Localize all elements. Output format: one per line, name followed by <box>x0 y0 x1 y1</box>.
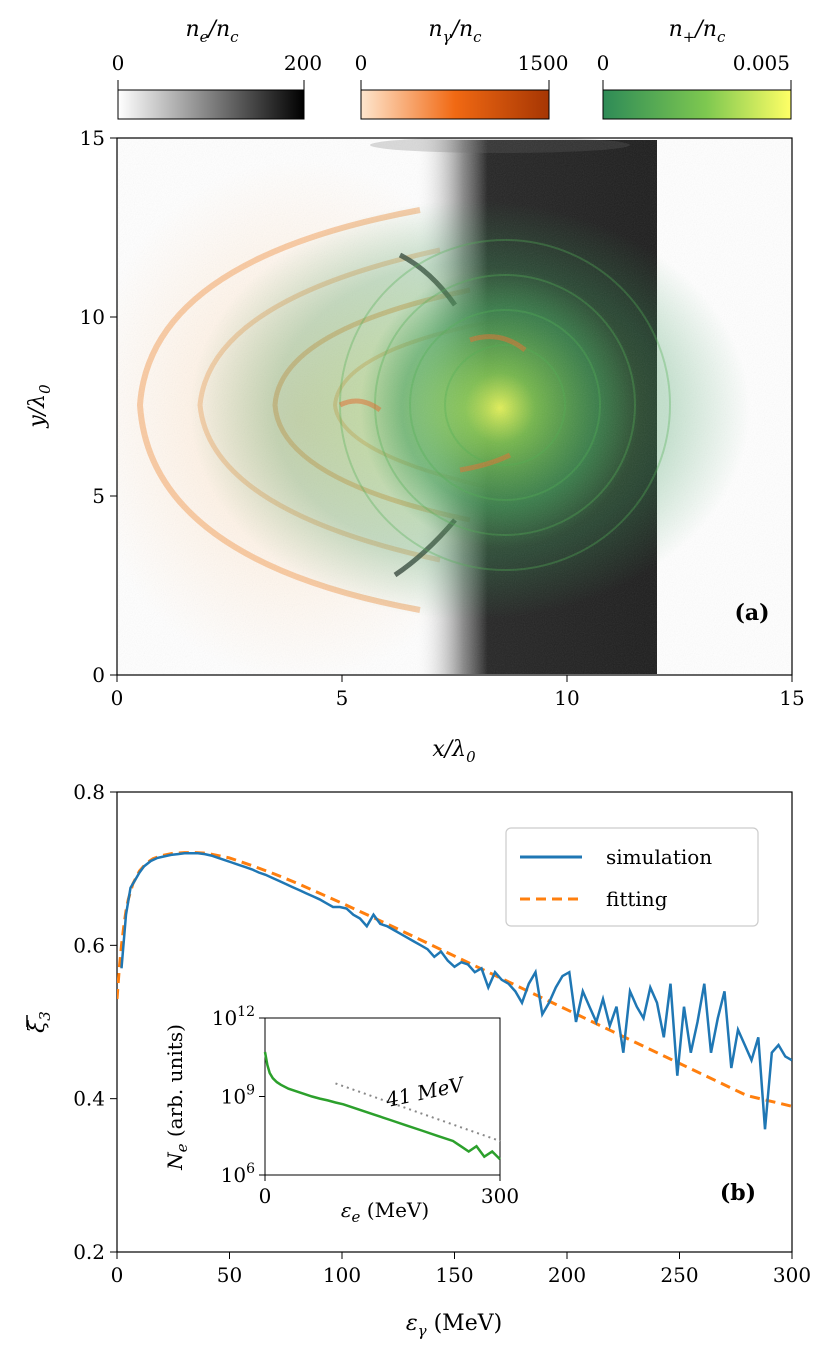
series-simulation <box>120 852 792 1130</box>
colorbar-positrons: n+/nc 0 0.005 <box>597 17 792 120</box>
inset-y-label: Ne (arb. units) <box>163 1024 191 1171</box>
x-tick-label-b: 100 <box>323 1263 361 1287</box>
y-tick-label-b: 0.6 <box>73 933 105 957</box>
legend-label-simulation: simulation <box>606 845 712 869</box>
x-tick-label-b: 150 <box>435 1263 473 1287</box>
cbar-e-label: ne/nc <box>185 17 239 46</box>
plot-a-frame <box>116 137 793 676</box>
y-tick-label-b: 0.4 <box>73 1087 105 1111</box>
cbar-p-label: n+/nc <box>669 17 726 46</box>
inset-x-tick-label: 300 <box>481 1184 519 1208</box>
y-tick-label-b: 0.8 <box>73 780 105 804</box>
legend-box <box>505 827 759 927</box>
cbar-p-gradient <box>602 89 792 120</box>
x-tick-label-b: 250 <box>660 1263 698 1287</box>
inset-x-label: εe (MeV) <box>341 1198 429 1226</box>
cbar-g-max: 1500 <box>518 51 569 75</box>
inset-y-tick-label: 1012 <box>212 1004 255 1030</box>
panel-b-label: (b) <box>720 1180 756 1206</box>
x-tick-label-a: 0 <box>111 686 124 710</box>
inset-x-tick-label: 0 <box>259 1184 272 1208</box>
x-tick-label-a: 10 <box>554 686 579 710</box>
inset-series-ne <box>263 1051 501 1161</box>
cbar-e-max: 200 <box>284 51 322 75</box>
x-tick-label-a: 15 <box>779 686 804 710</box>
x-tick-label-b: 0 <box>111 1263 124 1287</box>
colorbar-electrons: ne/nc 0 200 <box>112 17 322 120</box>
cbar-e-min: 0 <box>112 51 125 75</box>
axes-a: 0 5 10 15 0 5 10 15 <box>80 126 805 710</box>
heatmap-image <box>117 138 792 675</box>
cbar-g-min: 0 <box>355 51 368 75</box>
panel-a-label: (a) <box>734 600 769 626</box>
y-tick-label-a: 0 <box>92 663 105 687</box>
cbar-g-gradient <box>360 89 550 120</box>
colorbar-photons: nγ/nc 0 1500 <box>355 17 569 120</box>
y-tick-label-a: 10 <box>80 305 105 329</box>
cbar-p-max: 0.005 <box>733 51 790 75</box>
y-axis-label-a: y/λ0 <box>25 384 54 429</box>
cbar-g-label: nγ/nc <box>428 17 482 46</box>
inset-axes: 0 300 106 109 1012 <box>212 1004 519 1208</box>
legend: simulation fitting <box>505 827 759 927</box>
y-tick-label-b: 0.2 <box>73 1240 105 1264</box>
x-tick-label-b: 200 <box>548 1263 586 1287</box>
x-tick-label-a: 5 <box>336 686 349 710</box>
inset-frame <box>264 1017 501 1176</box>
y-tick-label-a: 5 <box>92 484 105 508</box>
x-axis-label-b: εγ (MeV) <box>406 1311 502 1340</box>
x-axis-label-a: x/λ0 <box>432 737 476 766</box>
legend-label-fitting: fitting <box>606 887 668 911</box>
panel-a: 0 5 10 15 0 5 10 15 (a) x/λ0 y/λ0 <box>25 126 805 766</box>
cbar-e-gradient <box>117 89 305 120</box>
x-tick-label-b: 50 <box>217 1263 242 1287</box>
cbar-p-min: 0 <box>597 51 610 75</box>
inset-y-tick-label: 106 <box>221 1161 255 1187</box>
x-tick-label-b: 300 <box>773 1263 811 1287</box>
y-tick-label-a: 15 <box>80 126 105 150</box>
axes-b: 0 50 100 150 200 250 300 0.2 0.4 0.6 0.8 <box>73 780 811 1287</box>
inset-y-tick-label: 109 <box>221 1083 255 1109</box>
inset-fit-line <box>335 1082 501 1142</box>
y-axis-label-b: ξ3 <box>25 1011 54 1033</box>
